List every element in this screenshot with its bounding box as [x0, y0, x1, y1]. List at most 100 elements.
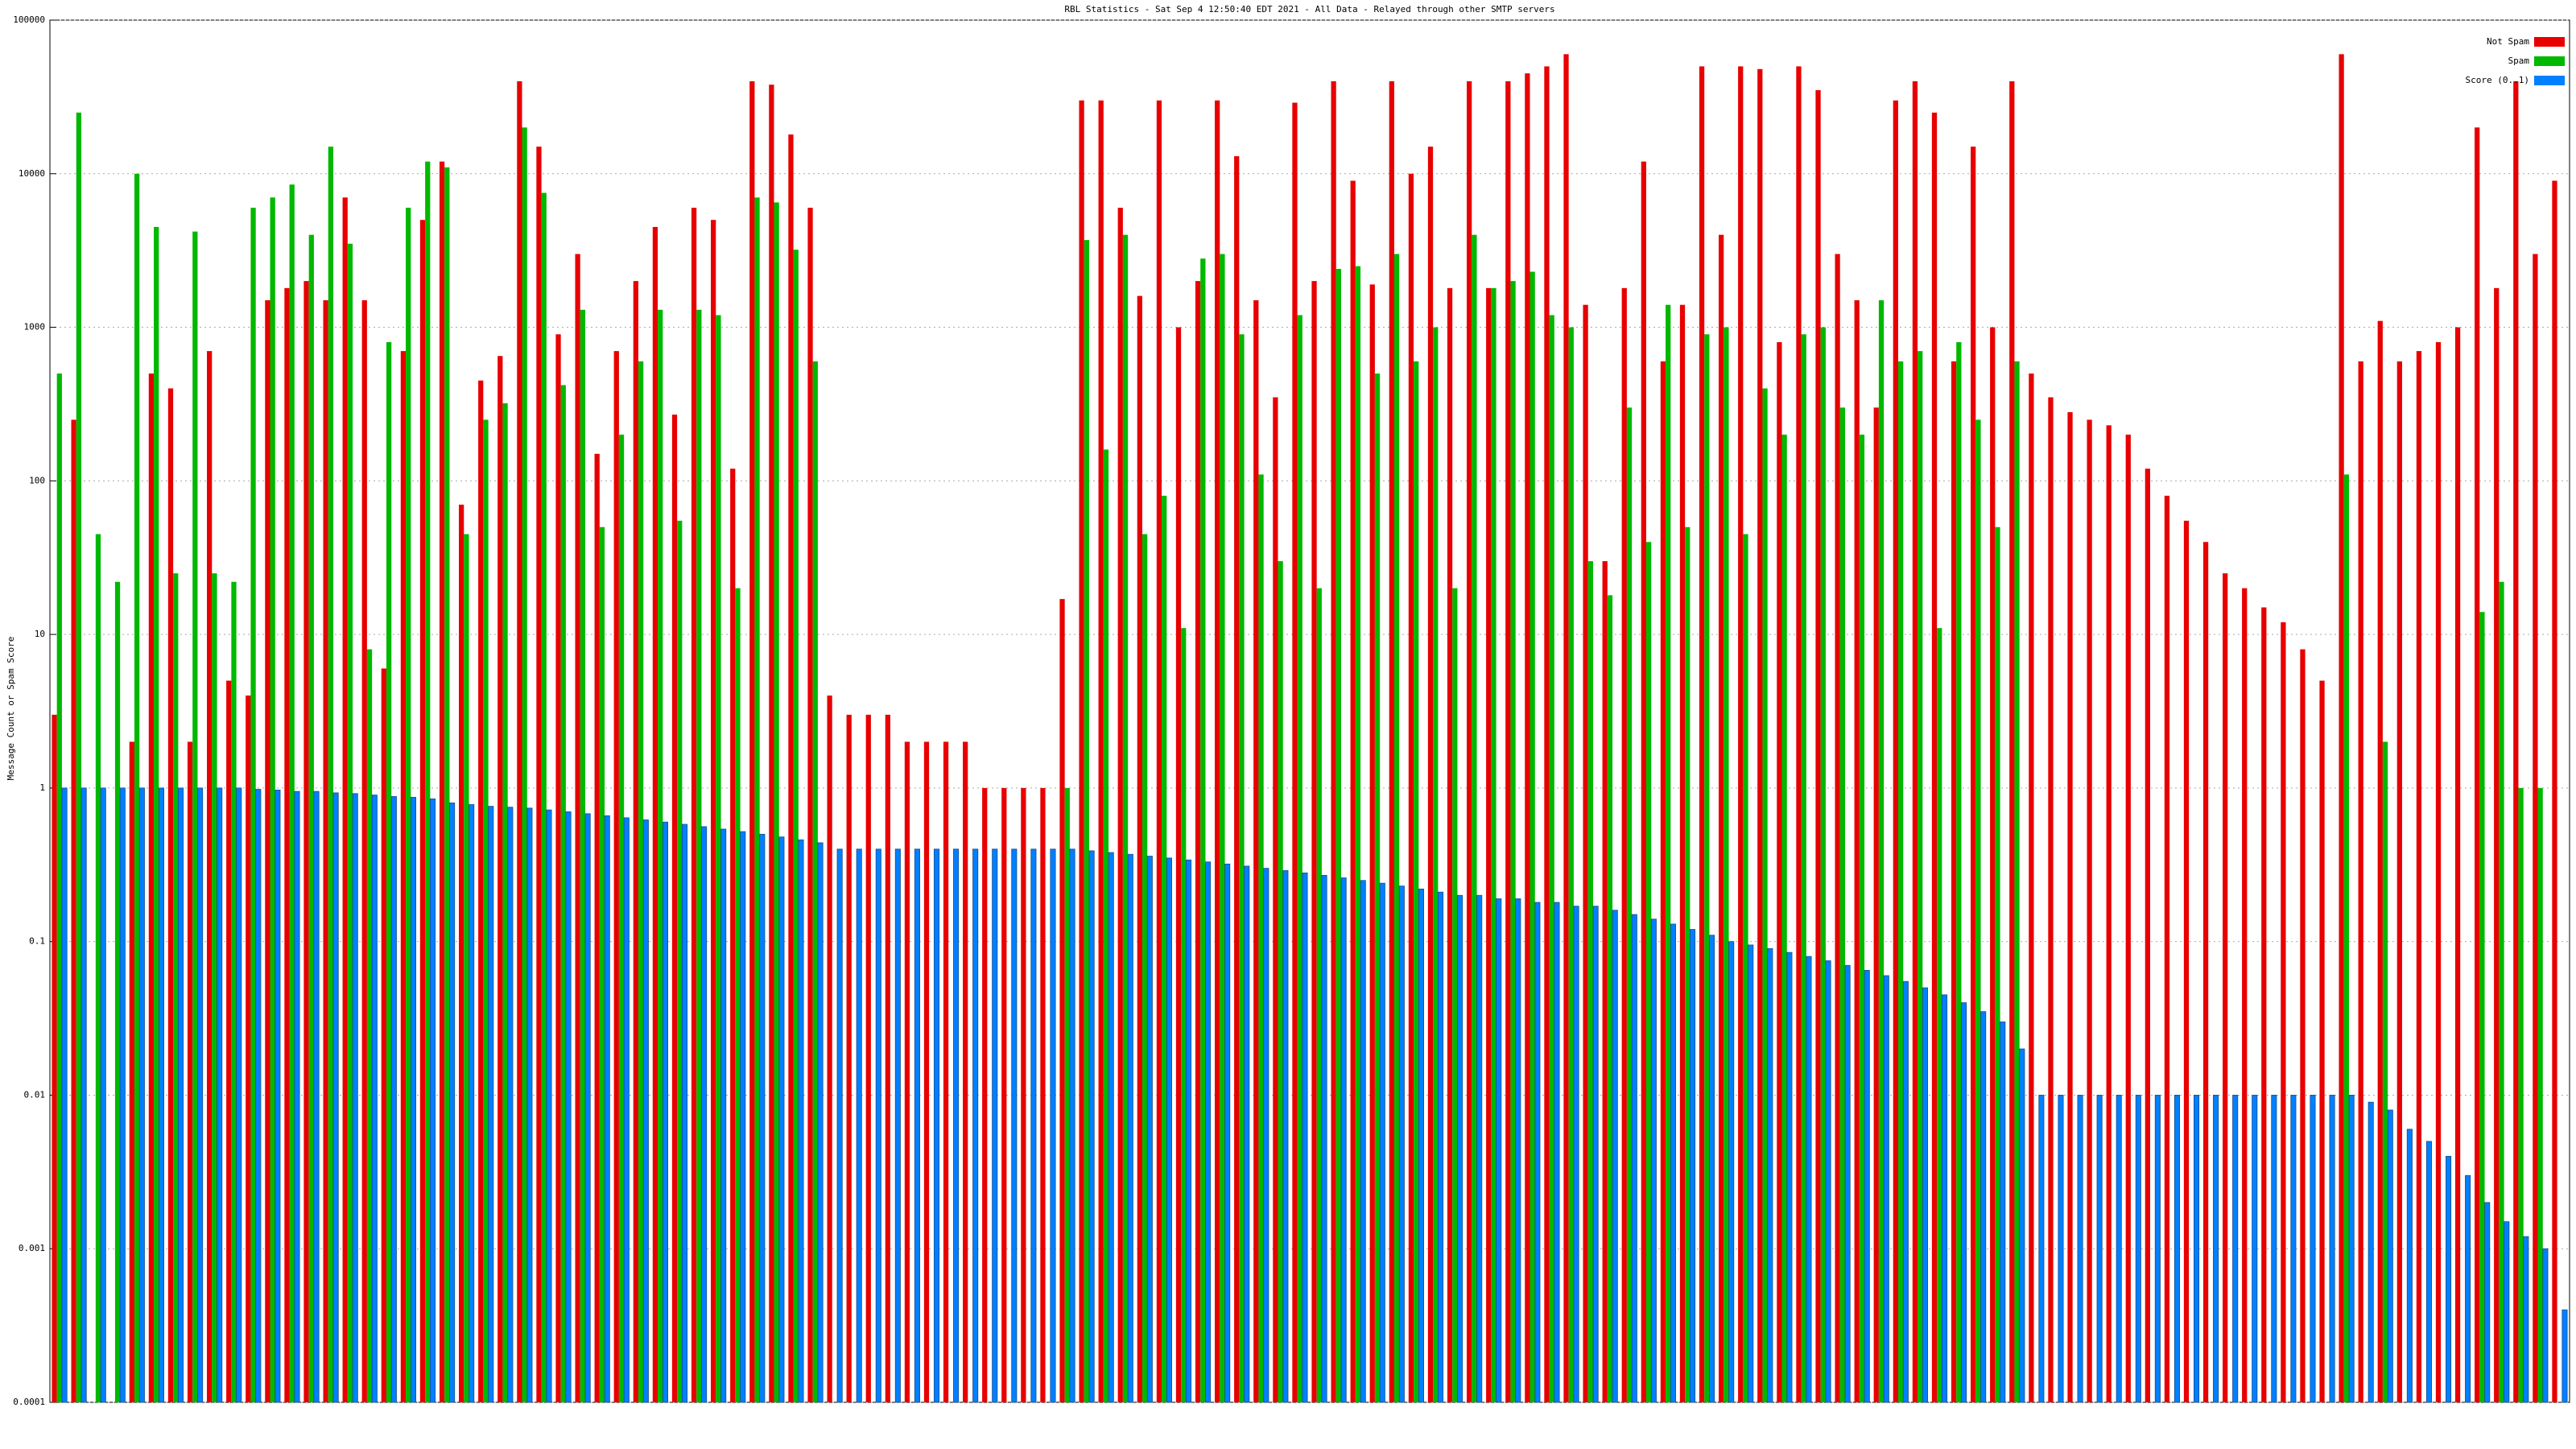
y-tick-label: 100: [29, 475, 45, 485]
bar: [1427, 147, 1434, 1402]
bar: [2537, 787, 2543, 1402]
bar: [2106, 425, 2112, 1402]
bar: [2087, 419, 2092, 1402]
bar: [575, 254, 580, 1402]
bar: [1931, 112, 1938, 1403]
bar: [914, 848, 920, 1403]
bar: [2232, 1095, 2239, 1403]
bar: [1335, 269, 1342, 1402]
bar: [2368, 1101, 2374, 1403]
bar: [134, 173, 140, 1402]
bar: [1321, 874, 1327, 1403]
bar: [953, 848, 960, 1403]
bar: [366, 649, 373, 1402]
bar: [352, 793, 358, 1403]
bar: [2252, 1095, 2258, 1403]
bar: [1205, 861, 1212, 1403]
bar: [2164, 495, 2170, 1403]
bar: [469, 804, 475, 1403]
bar: [2096, 1095, 2103, 1403]
bar: [478, 380, 484, 1403]
bar: [390, 796, 397, 1403]
bar: [1050, 848, 1056, 1403]
bar: [119, 787, 126, 1403]
y-tick-label: 0.0001: [13, 1397, 45, 1407]
bar: [1452, 588, 1458, 1402]
bar: [1670, 923, 1676, 1403]
bar: [1195, 281, 1201, 1402]
bar: [1162, 495, 1167, 1403]
bar: [1762, 388, 1768, 1403]
bar: [76, 112, 82, 1403]
bar: [2029, 373, 2034, 1403]
bar: [265, 299, 270, 1403]
bar: [2202, 542, 2209, 1402]
bar: [1278, 561, 1283, 1403]
bar: [289, 184, 295, 1403]
bar: [2387, 1109, 2393, 1403]
bar: [2290, 1095, 2297, 1403]
bar: [1122, 234, 1129, 1402]
bar: [735, 588, 741, 1402]
bar: [2014, 361, 2020, 1402]
bar: [1156, 100, 1162, 1402]
bar: [1660, 361, 1666, 1402]
bar: [1820, 327, 1826, 1402]
bar: [410, 797, 416, 1403]
bar: [2339, 54, 2344, 1402]
bar: [933, 848, 940, 1403]
bar: [1666, 304, 1671, 1402]
legend-label: Score (0..1): [2466, 75, 2529, 85]
bar: [1912, 80, 1918, 1403]
bar: [1215, 100, 1220, 1402]
bar: [720, 828, 727, 1403]
bar: [2009, 80, 2015, 1403]
bar: [231, 581, 237, 1402]
bar: [1961, 1002, 1967, 1403]
bar: [1414, 361, 1419, 1402]
bar: [1922, 987, 1928, 1403]
bar: [2533, 254, 2538, 1402]
bar: [658, 309, 663, 1403]
bar: [1689, 929, 1696, 1403]
bar: [1767, 947, 1773, 1403]
bar: [313, 791, 320, 1403]
bar: [982, 787, 988, 1402]
bar: [759, 833, 766, 1403]
bar: [1220, 254, 1225, 1402]
bar: [488, 806, 494, 1403]
bar: [2271, 1095, 2277, 1403]
bar: [1971, 147, 1976, 1402]
bar: [1244, 865, 1250, 1403]
bar: [1185, 859, 1192, 1403]
bar: [846, 714, 852, 1402]
bar: [2504, 1221, 2510, 1403]
bar: [212, 573, 217, 1402]
bar: [1021, 787, 1026, 1402]
bar: [1472, 234, 1477, 1402]
bar: [507, 807, 514, 1403]
bar: [671, 415, 678, 1402]
bar: [2183, 520, 2190, 1402]
bar: [1389, 80, 1394, 1403]
bar: [526, 807, 533, 1403]
bar: [1273, 397, 1278, 1402]
bar: [798, 839, 804, 1403]
bar: [740, 831, 746, 1403]
bar: [61, 787, 68, 1403]
bar: [793, 250, 799, 1402]
bar: [1030, 848, 1037, 1403]
bar: [1302, 872, 1308, 1403]
bar: [2038, 1095, 2045, 1403]
bar: [1234, 156, 1240, 1402]
bar: [1743, 534, 1748, 1402]
bar: [2135, 1095, 2141, 1403]
bar: [1166, 857, 1172, 1403]
bar: [1224, 863, 1231, 1403]
bar: [1839, 407, 1846, 1402]
bar: [904, 741, 910, 1402]
bar: [1602, 561, 1608, 1403]
bar: [2479, 612, 2485, 1402]
bar: [1679, 304, 1686, 1402]
bar: [2329, 1095, 2335, 1403]
